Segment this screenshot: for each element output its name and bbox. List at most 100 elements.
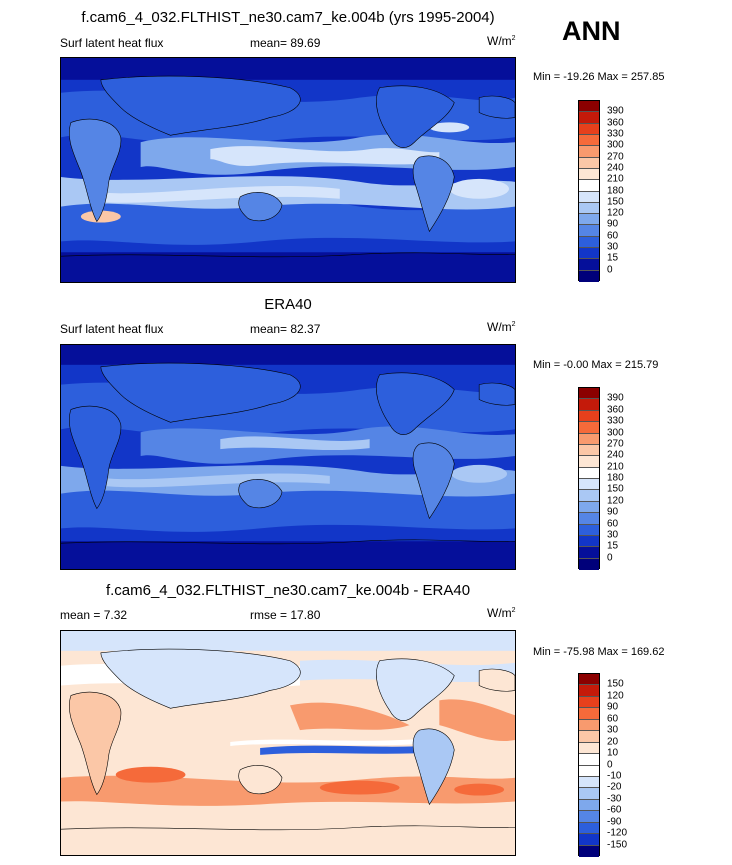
colorbar-tick-label: 300 <box>607 139 624 151</box>
colorbar-tick-label: -20 <box>607 781 622 793</box>
colorbar-swatch <box>579 112 599 124</box>
colorbar-tick-label: 30 <box>607 724 619 736</box>
panel1-mean-label: mean= 89.69 <box>250 36 321 50</box>
colorbar-swatch <box>579 524 599 536</box>
season-label: ANN <box>562 16 621 46</box>
colorbar-swatch <box>579 422 599 434</box>
panel3-map-svg <box>61 631 515 855</box>
colorbar-tick-label: 60 <box>607 230 619 242</box>
colorbar-tick-label: 180 <box>607 472 624 484</box>
colorbar-swatch <box>579 822 599 835</box>
colorbar-tick-label: 15 <box>607 540 619 552</box>
colorbar-swatch <box>579 168 599 181</box>
panel1-units: W/m2 <box>487 34 516 48</box>
panel1-map-svg <box>61 58 515 282</box>
colorbar-tick-label: 30 <box>607 529 619 541</box>
colorbar-swatch <box>579 547 599 559</box>
colorbar-tick-label: 150 <box>607 196 624 208</box>
colorbar-tick-label: 360 <box>607 404 624 416</box>
colorbar-swatch <box>579 845 599 857</box>
colorbar-tick-label: 0 <box>607 759 613 770</box>
colorbar-tick-label: 120 <box>607 690 624 702</box>
colorbar-swatch <box>579 490 599 502</box>
colorbar-tick-label: 270 <box>607 438 624 450</box>
panel2-units: W/m2 <box>487 320 516 334</box>
colorbar-swatch <box>579 134 599 147</box>
colorbar-swatch <box>579 696 599 709</box>
panel3-title: f.cam6_4_032.FLTHIST_ne30.cam7_ke.004b -… <box>105 582 471 599</box>
colorbar-tick-label: 30 <box>607 241 619 253</box>
colorbar-swatch <box>579 535 599 548</box>
colorbar-tick-label: 10 <box>607 747 619 759</box>
colorbar-swatch <box>579 811 599 823</box>
panel2-colorbar <box>578 387 600 570</box>
colorbar-tick-label: 210 <box>607 173 624 185</box>
colorbar-tick-label: 150 <box>607 678 624 690</box>
panel1-map <box>60 57 516 283</box>
colorbar-tick-label: 0 <box>607 552 613 564</box>
colorbar-swatch <box>579 742 599 755</box>
colorbar-swatch <box>579 788 599 800</box>
colorbar-tick-label: -30 <box>607 793 622 805</box>
colorbar-swatch <box>579 558 599 570</box>
panel2-variable-label: Surf latent heat flux <box>60 322 164 336</box>
colorbar-tick-label: 390 <box>607 392 624 404</box>
colorbar-tick-label: 90 <box>607 701 619 713</box>
colorbar-swatch <box>579 259 599 271</box>
colorbar-tick-label: 0 <box>607 264 613 276</box>
colorbar-tick-label: 330 <box>607 415 624 427</box>
colorbar-tick-label: 300 <box>607 427 624 438</box>
colorbar-swatch <box>579 180 599 192</box>
panel2-mean-label: mean= 82.37 <box>250 322 321 336</box>
panel2-map <box>60 344 516 570</box>
colorbar-tick-label: 60 <box>607 713 619 725</box>
colorbar-tick-label: 240 <box>607 449 624 461</box>
colorbar-swatch <box>579 433 599 445</box>
colorbar-swatch <box>579 410 599 423</box>
panel3-units: W/m2 <box>487 606 516 620</box>
colorbar-swatch <box>579 834 599 846</box>
colorbar-tick-label: 90 <box>607 218 619 230</box>
colorbar-swatch <box>579 248 599 260</box>
colorbar-tick-label: 270 <box>607 151 624 163</box>
colorbar-tick-label: -120 <box>607 827 628 839</box>
colorbar-tick-label: 330 <box>607 128 624 140</box>
colorbar-swatch <box>579 202 599 215</box>
colorbar-swatch <box>579 754 599 766</box>
colorbar-tick-label: 15 <box>607 252 619 264</box>
panel1-title: f.cam6_4_032.FLTHIST_ne30.cam7_ke.004b (… <box>81 9 495 26</box>
colorbar-swatch <box>579 191 599 203</box>
colorbar-swatch <box>579 146 599 158</box>
colorbar-tick-label: 120 <box>607 207 624 219</box>
colorbar-swatch <box>579 765 599 777</box>
colorbar-tick-label: 360 <box>607 117 624 129</box>
panel2-title: ERA40 <box>264 296 312 313</box>
colorbar-swatch <box>579 479 599 491</box>
colorbar-tick-label: 240 <box>607 162 624 174</box>
panel3-map <box>60 630 516 856</box>
colorbar-tick-label: 120 <box>607 495 624 507</box>
colorbar-swatch <box>579 101 599 113</box>
colorbar-tick-label: -10 <box>607 770 622 782</box>
colorbar-swatch <box>579 388 599 400</box>
panel3-colorbar <box>578 673 600 857</box>
colorbar-tick-label: -60 <box>607 804 622 816</box>
panel1-variable-label: Surf latent heat flux <box>60 36 164 50</box>
panel2-map-svg <box>61 345 515 569</box>
colorbar-tick-label: 90 <box>607 506 619 518</box>
colorbar-swatch <box>579 719 599 732</box>
colorbar-tick-label: -90 <box>607 816 622 828</box>
colorbar-swatch <box>579 399 599 411</box>
colorbar-swatch <box>579 799 599 812</box>
colorbar-swatch <box>579 225 599 237</box>
colorbar-swatch <box>579 214 599 226</box>
colorbar-tick-label: 390 <box>607 105 624 117</box>
colorbar-swatch <box>579 157 599 169</box>
colorbar-swatch <box>579 236 599 249</box>
colorbar-tick-label: 210 <box>607 461 624 473</box>
colorbar-swatch <box>579 270 599 282</box>
colorbar-tick-label: 60 <box>607 518 619 529</box>
colorbar-swatch <box>579 123 599 135</box>
colorbar-swatch <box>579 456 599 468</box>
panel2-minmax: Min = -0.00 Max = 215.79 <box>533 359 659 371</box>
